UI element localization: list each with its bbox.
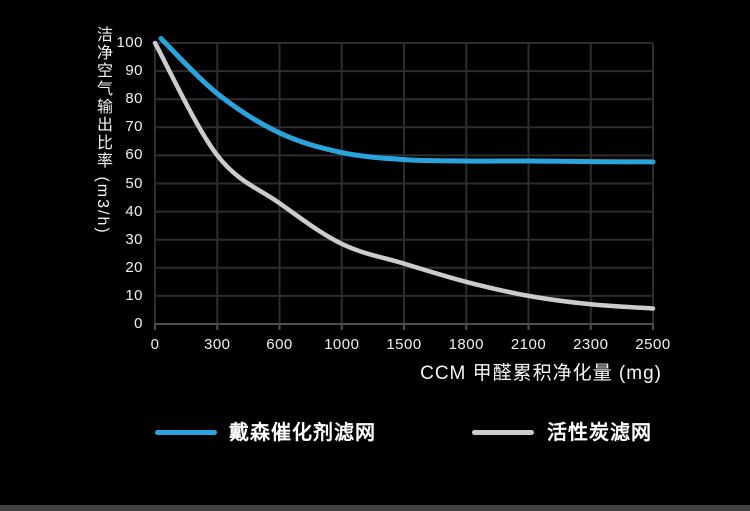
- y-tick-label: 60: [125, 146, 143, 164]
- data-curves: [152, 36, 656, 311]
- x-tick-label: 1800: [448, 336, 484, 353]
- x-tick-label: 2100: [510, 336, 547, 353]
- legend-swatch-gray-line: [472, 430, 534, 435]
- y-tick-label: 0: [134, 315, 143, 332]
- legend-label-dyson-filter: 戴森催化剂滤网: [229, 422, 376, 444]
- legend-swatch-blue-line: [155, 430, 217, 435]
- x-axis-title: CCM 甲醛累积净化量 (mg): [420, 363, 662, 384]
- y-tick-label: 90: [125, 62, 143, 80]
- x-tick-label: 1000: [324, 336, 360, 353]
- x-axis-line: [154, 323, 654, 330]
- x-tick-label: 2300: [573, 336, 609, 353]
- legend-label-carbon-filter: 活性炭滤网: [547, 422, 652, 444]
- y-tick-label: 100: [116, 34, 143, 51]
- y-tick-label: 40: [125, 202, 143, 220]
- x-tick-label: 300: [203, 336, 231, 353]
- y-tick-label: 70: [125, 118, 143, 136]
- x-tick-label: 1500: [386, 336, 422, 353]
- bottom-strip: [0, 505, 750, 511]
- x-tick-label: 600: [266, 336, 293, 353]
- y-tick-label: 50: [125, 174, 143, 192]
- y-tick-label: 10: [125, 286, 143, 304]
- x-tick-label: 2500: [635, 336, 671, 353]
- grid-lines: [154, 42, 654, 324]
- x-tick-label: 0: [150, 336, 160, 353]
- y-tick-label: 80: [125, 90, 143, 108]
- y-axis-title: 洁净空气输出比率 (m3/h): [94, 26, 111, 235]
- y-tick-label: 30: [125, 230, 143, 248]
- y-tick-label: 20: [125, 258, 143, 276]
